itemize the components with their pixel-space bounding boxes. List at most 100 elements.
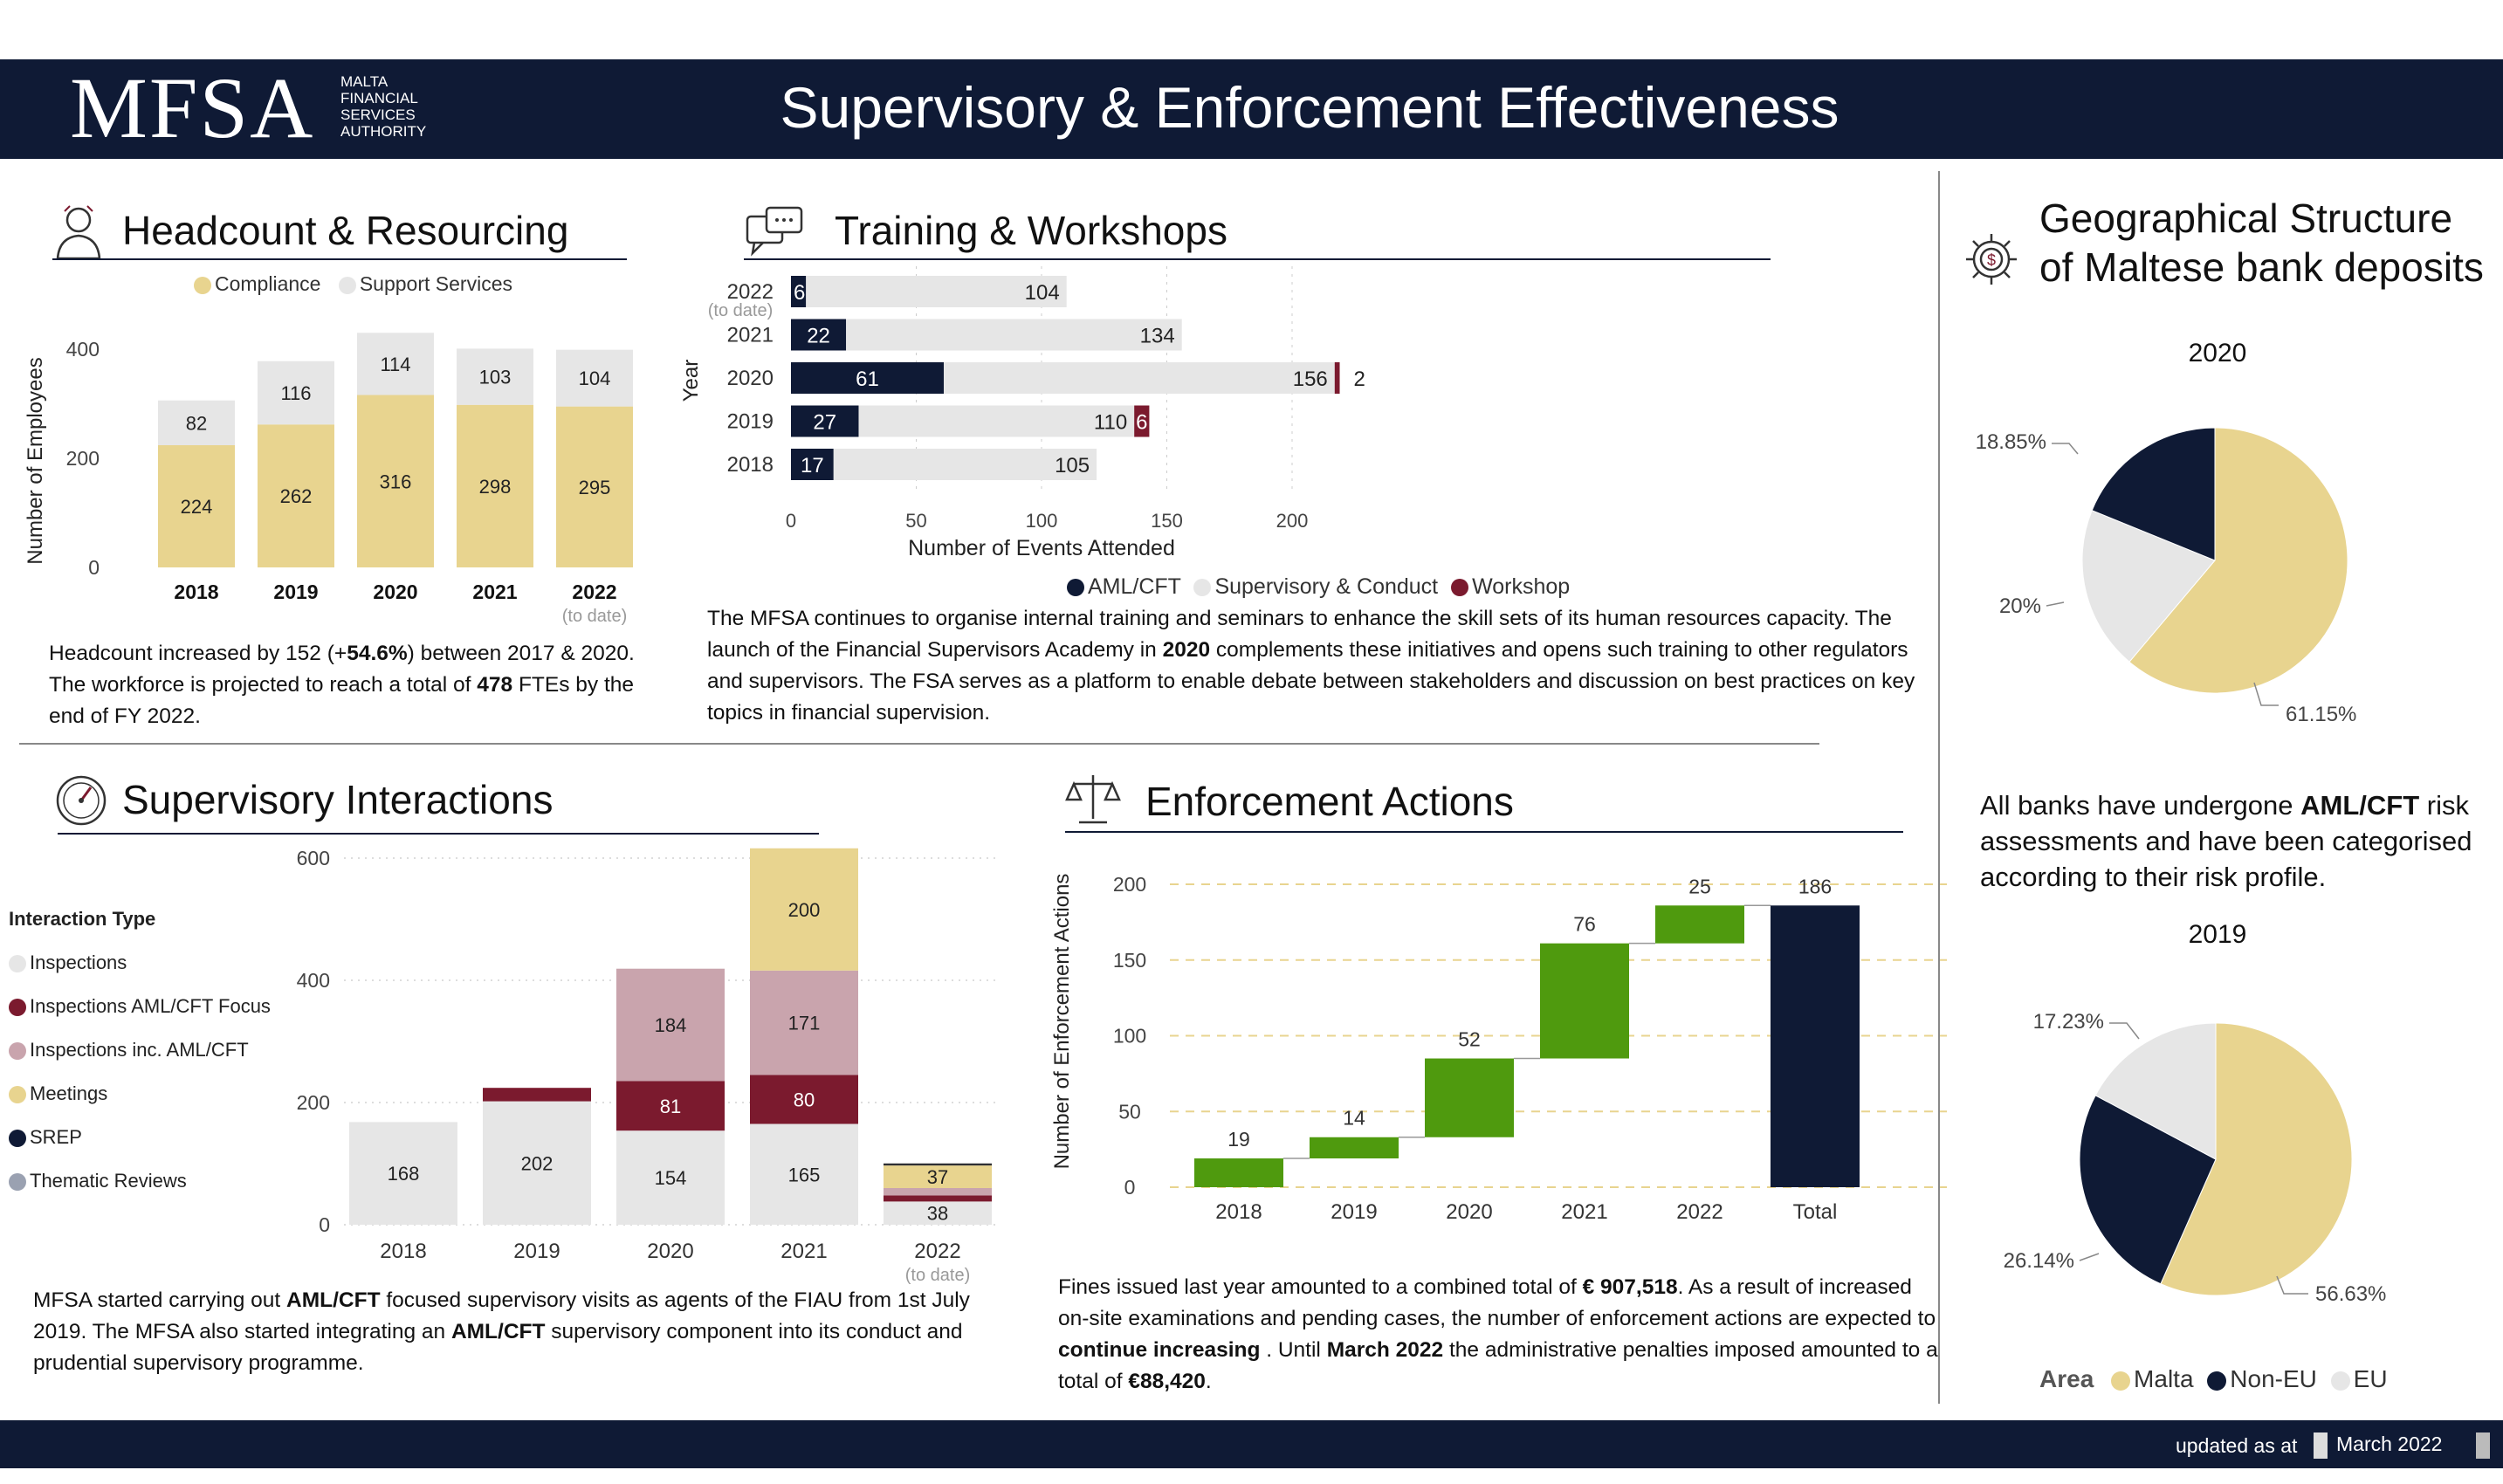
x-tick-label: 2021 — [1561, 1200, 1607, 1224]
headcount-legend: Compliance Support Services — [194, 272, 512, 296]
bar-segment — [791, 405, 859, 437]
bar-segment — [616, 968, 725, 1082]
pie-value-label: 20% — [1999, 594, 2041, 618]
y-tick-label: 100 — [1113, 1025, 1146, 1048]
bar-segment — [258, 361, 334, 425]
y-tick-label: 200 — [66, 447, 100, 470]
y-tick-label: 50 — [1118, 1100, 1141, 1123]
legend-inspections-inc-aml-cft: Inspections inc. AML/CFT — [9, 1028, 271, 1072]
data-label: 200 — [788, 899, 821, 921]
x-tick-label: 2021 — [780, 1240, 827, 1263]
svg-text:$: $ — [1987, 251, 1996, 269]
x-axis-label: Number of Events Attended — [908, 536, 1175, 560]
data-label: 295 — [579, 477, 611, 498]
legend-inspections: Inspections — [9, 941, 271, 985]
data-label: 262 — [280, 485, 313, 507]
x-tick-label: 100 — [1026, 510, 1058, 532]
pie-value-label: 18.85% — [1976, 430, 2046, 454]
pie-value-label: 26.14% — [2004, 1249, 2074, 1273]
bar-segment — [556, 349, 633, 407]
bar-segment — [791, 276, 807, 307]
x-tick-label: 2019 — [513, 1240, 560, 1263]
bar-segment — [483, 1101, 591, 1225]
bar-segment — [483, 1088, 591, 1102]
bar-segment — [884, 1195, 992, 1202]
data-label: 104 — [1025, 281, 1060, 305]
bar-segment — [349, 1122, 457, 1225]
updated-swatch — [2314, 1432, 2328, 1459]
data-label: 25 — [1688, 875, 1711, 897]
bar-segment — [616, 1081, 725, 1131]
leader-line — [2046, 601, 2065, 607]
bar-segment — [357, 333, 434, 395]
bar-segment — [791, 449, 834, 480]
bar-segment — [884, 1201, 992, 1225]
waterfall-bar — [1540, 943, 1629, 1059]
y-tick-label: 200 — [297, 1091, 330, 1114]
data-label: 105 — [1055, 454, 1090, 477]
legend-swatch — [2111, 1371, 2131, 1391]
to-date-note: (to date) — [905, 1266, 970, 1285]
training-legend: AML/CFT Supervisory & Conduct Workshop — [1067, 574, 1570, 600]
enforcement-underline — [1065, 831, 1903, 833]
legend-non-eu: Non-EU — [2230, 1365, 2317, 1392]
leader-line — [2109, 1022, 2140, 1040]
page-title: Supervisory & Enforcement Effectiveness — [780, 75, 1839, 140]
updated-value: March 2022 — [2336, 1432, 2443, 1455]
data-label: 19 — [1227, 1128, 1250, 1151]
y-tick-label: 400 — [297, 969, 330, 992]
x-tick-label: 50 — [905, 510, 926, 532]
data-label: 298 — [479, 476, 512, 498]
waterfall-bar — [1655, 905, 1744, 944]
geo-legend: Area Malta Non-EU EU — [2039, 1365, 2388, 1393]
data-label: 17 — [801, 454, 824, 477]
x-tick-label: 0 — [786, 510, 796, 532]
bar-segment — [750, 970, 858, 1075]
pie-slice — [2079, 1095, 2217, 1285]
data-label: 38 — [927, 1203, 948, 1225]
waterfall-bar — [1194, 1158, 1283, 1187]
waterfall-bar — [1310, 1137, 1399, 1159]
data-label: 186 — [1798, 875, 1832, 897]
gauge-icon — [54, 773, 108, 828]
x-tick-label: 2018 — [380, 1240, 426, 1263]
y-tick-label: 600 — [297, 847, 330, 869]
data-label: 37 — [927, 1166, 948, 1188]
bar-segment — [750, 848, 858, 971]
x-tick-label: 2018 — [174, 581, 218, 603]
legend-swatch — [194, 276, 211, 294]
enforcement-text: Fines issued last year amounted to a com… — [1058, 1275, 1938, 1393]
bar-segment — [1134, 405, 1150, 437]
vertical-divider — [1938, 171, 1940, 1404]
legend-supervisory-conduct: Supervisory & Conduct — [1214, 574, 1439, 599]
pie-value-label: 61.15% — [2286, 703, 2356, 726]
leader-line — [2276, 1275, 2308, 1295]
pie-value-label: 17.23% — [2033, 1010, 2104, 1034]
enforcement-chart: 0 50 100 150 200 Number of Enforcement Action… — [1050, 873, 1947, 1224]
legend-title-interaction-type: Interaction Type — [9, 908, 156, 930]
headcount-title: Headcount & Resourcing — [122, 208, 569, 253]
bar-segment — [833, 449, 1097, 480]
to-date-note: (to date) — [562, 607, 627, 626]
legend-thematic-reviews: Thematic Reviews — [9, 1159, 271, 1203]
data-label: 6 — [794, 281, 805, 305]
legend-workshop: Workshop — [1472, 574, 1571, 599]
horizontal-divider — [19, 743, 1819, 745]
legend-malta: Malta — [2134, 1365, 2194, 1392]
bar-segment — [791, 362, 945, 394]
geo-text: All banks have undergone AML/CFT risk as… — [1980, 790, 2472, 892]
bar-segment — [457, 404, 533, 567]
legend-compliance: Compliance — [215, 272, 321, 295]
pie-slice — [2081, 510, 2216, 663]
y-tick-label: 2019 — [727, 410, 774, 434]
legend-swatch — [1193, 579, 1212, 597]
bar-segment — [806, 276, 1067, 307]
data-label: 134 — [1140, 325, 1175, 348]
y-tick-label: 0 — [88, 556, 100, 579]
x-tick-label: 2020 — [1446, 1200, 1492, 1224]
waterfall-bar — [1771, 905, 1860, 1187]
y-axis-label: Number of Employees — [24, 357, 47, 564]
data-label: 154 — [655, 1167, 687, 1189]
x-tick-label: 150 — [1151, 510, 1183, 532]
data-label: 156 — [1293, 368, 1328, 391]
